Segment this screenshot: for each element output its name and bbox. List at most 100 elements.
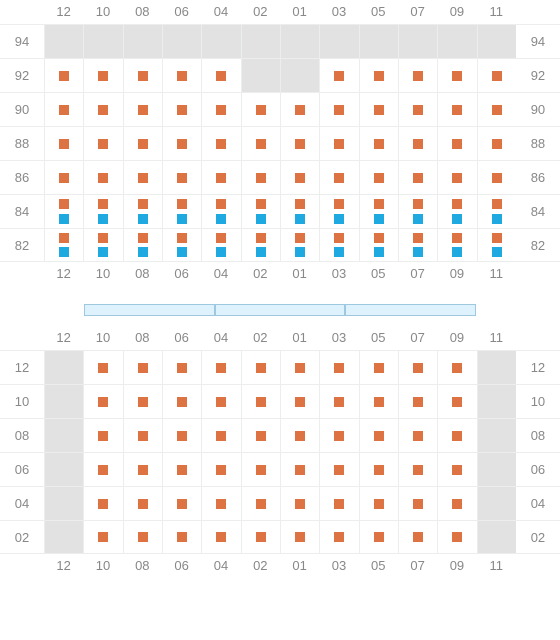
seat-cell[interactable] [83, 418, 122, 452]
seat-cell[interactable] [201, 24, 240, 58]
seat-cell[interactable] [477, 126, 516, 160]
seat-cell[interactable] [44, 486, 83, 520]
seat-cell[interactable] [280, 160, 319, 194]
seat-cell[interactable] [359, 24, 398, 58]
seat-cell[interactable] [123, 228, 162, 262]
seat-cell[interactable] [319, 228, 358, 262]
seat-cell[interactable] [280, 194, 319, 228]
seat-cell[interactable] [359, 58, 398, 92]
seat-cell[interactable] [319, 24, 358, 58]
seat-cell[interactable] [359, 486, 398, 520]
seat-cell[interactable] [83, 384, 122, 418]
seat-cell[interactable] [241, 126, 280, 160]
seat-cell[interactable] [83, 92, 122, 126]
seat-cell[interactable] [437, 452, 476, 486]
seat-cell[interactable] [477, 194, 516, 228]
seat-cell[interactable] [241, 58, 280, 92]
seat-cell[interactable] [477, 160, 516, 194]
seat-cell[interactable] [319, 58, 358, 92]
seat-cell[interactable] [319, 384, 358, 418]
seat-cell[interactable] [83, 520, 122, 554]
seat-cell[interactable] [44, 92, 83, 126]
seat-cell[interactable] [398, 160, 437, 194]
seat-cell[interactable] [477, 486, 516, 520]
seat-cell[interactable] [44, 384, 83, 418]
seat-cell[interactable] [280, 418, 319, 452]
seat-cell[interactable] [398, 418, 437, 452]
seat-cell[interactable] [201, 228, 240, 262]
seat-cell[interactable] [437, 520, 476, 554]
seat-cell[interactable] [398, 228, 437, 262]
seat-cell[interactable] [201, 126, 240, 160]
seat-cell[interactable] [162, 452, 201, 486]
seat-cell[interactable] [359, 160, 398, 194]
seat-cell[interactable] [398, 92, 437, 126]
seat-cell[interactable] [123, 418, 162, 452]
seat-cell[interactable] [83, 24, 122, 58]
seat-cell[interactable] [44, 126, 83, 160]
seat-cell[interactable] [123, 58, 162, 92]
seat-cell[interactable] [359, 418, 398, 452]
seat-cell[interactable] [280, 228, 319, 262]
seat-cell[interactable] [477, 92, 516, 126]
seat-cell[interactable] [319, 126, 358, 160]
seat-cell[interactable] [398, 126, 437, 160]
seat-cell[interactable] [280, 452, 319, 486]
seat-cell[interactable] [201, 92, 240, 126]
seat-cell[interactable] [280, 384, 319, 418]
seat-cell[interactable] [241, 92, 280, 126]
seat-cell[interactable] [359, 384, 398, 418]
seat-cell[interactable] [359, 194, 398, 228]
seat-cell[interactable] [398, 384, 437, 418]
seat-cell[interactable] [280, 126, 319, 160]
seat-cell[interactable] [398, 194, 437, 228]
seat-cell[interactable] [437, 486, 476, 520]
seat-cell[interactable] [280, 92, 319, 126]
seat-cell[interactable] [123, 126, 162, 160]
seat-cell[interactable] [162, 194, 201, 228]
seat-cell[interactable] [437, 126, 476, 160]
seat-cell[interactable] [241, 160, 280, 194]
seat-cell[interactable] [319, 486, 358, 520]
seat-cell[interactable] [83, 452, 122, 486]
seat-cell[interactable] [241, 452, 280, 486]
seat-cell[interactable] [319, 194, 358, 228]
seat-cell[interactable] [44, 350, 83, 384]
seat-cell[interactable] [123, 350, 162, 384]
seat-cell[interactable] [319, 160, 358, 194]
seat-cell[interactable] [280, 58, 319, 92]
seat-cell[interactable] [162, 520, 201, 554]
seat-cell[interactable] [123, 160, 162, 194]
seat-cell[interactable] [162, 92, 201, 126]
seat-cell[interactable] [319, 350, 358, 384]
seat-cell[interactable] [477, 384, 516, 418]
seat-cell[interactable] [359, 92, 398, 126]
seat-cell[interactable] [398, 350, 437, 384]
seat-cell[interactable] [123, 384, 162, 418]
seat-cell[interactable] [241, 418, 280, 452]
seat-cell[interactable] [398, 520, 437, 554]
seat-cell[interactable] [437, 160, 476, 194]
seat-cell[interactable] [280, 24, 319, 58]
seat-cell[interactable] [477, 418, 516, 452]
seat-cell[interactable] [201, 486, 240, 520]
seat-cell[interactable] [201, 58, 240, 92]
seat-cell[interactable] [44, 58, 83, 92]
seat-cell[interactable] [241, 24, 280, 58]
seat-cell[interactable] [398, 452, 437, 486]
seat-cell[interactable] [201, 350, 240, 384]
seat-cell[interactable] [44, 160, 83, 194]
seat-cell[interactable] [359, 126, 398, 160]
seat-cell[interactable] [477, 452, 516, 486]
seat-cell[interactable] [201, 520, 240, 554]
seat-cell[interactable] [123, 486, 162, 520]
seat-cell[interactable] [280, 486, 319, 520]
seat-cell[interactable] [123, 24, 162, 58]
seat-cell[interactable] [398, 486, 437, 520]
seat-cell[interactable] [280, 350, 319, 384]
seat-cell[interactable] [319, 418, 358, 452]
seat-cell[interactable] [83, 58, 122, 92]
seat-cell[interactable] [319, 92, 358, 126]
seat-cell[interactable] [280, 520, 319, 554]
seat-cell[interactable] [162, 160, 201, 194]
